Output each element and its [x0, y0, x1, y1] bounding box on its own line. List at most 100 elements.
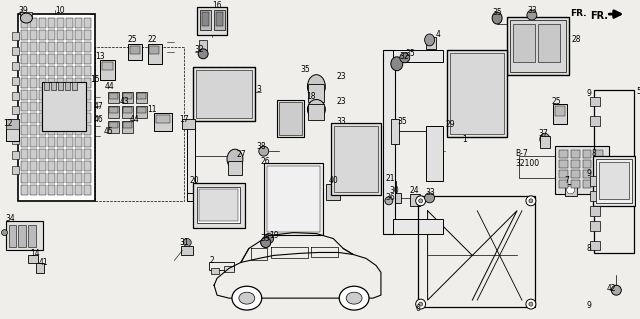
Bar: [591, 176, 600, 186]
Bar: [21, 30, 28, 40]
Text: 44: 44: [130, 115, 140, 124]
Bar: [193, 183, 245, 228]
Bar: [75, 78, 82, 88]
Text: 24: 24: [410, 186, 419, 195]
Bar: [418, 196, 535, 307]
Text: 18: 18: [307, 92, 316, 101]
Ellipse shape: [227, 149, 243, 169]
Bar: [48, 90, 55, 100]
Bar: [559, 180, 568, 188]
Bar: [58, 82, 63, 90]
Bar: [66, 149, 73, 159]
Bar: [12, 107, 19, 115]
Bar: [591, 241, 600, 250]
Bar: [447, 50, 507, 137]
Bar: [209, 263, 234, 270]
Bar: [122, 107, 132, 118]
Ellipse shape: [346, 292, 362, 304]
Text: 31: 31: [179, 238, 189, 247]
Text: 25: 25: [552, 97, 561, 106]
Bar: [264, 163, 323, 234]
Text: 29: 29: [445, 120, 455, 129]
Text: 30: 30: [390, 186, 399, 195]
Bar: [39, 30, 46, 40]
Bar: [84, 54, 91, 64]
Bar: [211, 268, 219, 274]
Bar: [75, 161, 82, 171]
Ellipse shape: [400, 53, 410, 63]
Bar: [48, 114, 55, 123]
Bar: [19, 14, 95, 201]
Text: 17: 17: [179, 115, 189, 124]
Bar: [108, 121, 119, 133]
Bar: [393, 50, 442, 62]
Bar: [84, 101, 91, 111]
Text: 35: 35: [492, 8, 502, 17]
Text: 20: 20: [189, 176, 199, 185]
Bar: [507, 17, 568, 75]
Bar: [75, 173, 82, 183]
Bar: [582, 170, 591, 178]
Bar: [513, 24, 535, 62]
Bar: [108, 107, 119, 118]
Bar: [540, 136, 550, 148]
Text: 15: 15: [90, 75, 100, 84]
Text: 5: 5: [636, 87, 640, 96]
Bar: [391, 119, 399, 144]
Bar: [538, 24, 560, 62]
Text: 9: 9: [586, 89, 591, 98]
Bar: [39, 101, 46, 111]
Ellipse shape: [339, 286, 369, 310]
Bar: [95, 47, 184, 201]
Bar: [66, 137, 73, 147]
Bar: [154, 114, 172, 131]
Ellipse shape: [307, 75, 325, 99]
Bar: [66, 90, 73, 100]
Bar: [30, 54, 37, 64]
Text: 35: 35: [406, 49, 415, 58]
Bar: [555, 146, 609, 194]
Ellipse shape: [424, 34, 435, 46]
Ellipse shape: [529, 199, 533, 203]
Bar: [66, 114, 73, 123]
Bar: [199, 189, 238, 221]
Bar: [136, 92, 147, 103]
Text: 27: 27: [237, 150, 246, 159]
Bar: [582, 160, 591, 168]
Bar: [39, 66, 46, 76]
Text: 23: 23: [336, 72, 346, 81]
Bar: [48, 42, 55, 52]
Bar: [84, 66, 91, 76]
Bar: [66, 173, 73, 183]
Bar: [30, 114, 37, 123]
Bar: [39, 114, 46, 123]
Bar: [6, 221, 44, 250]
Ellipse shape: [307, 100, 325, 119]
Bar: [157, 115, 170, 123]
Bar: [57, 114, 64, 123]
Bar: [595, 160, 604, 168]
Bar: [451, 53, 504, 134]
Bar: [30, 173, 37, 183]
Bar: [36, 263, 44, 273]
Text: 9: 9: [586, 300, 591, 310]
Bar: [182, 119, 195, 129]
Bar: [66, 161, 73, 171]
Bar: [48, 54, 55, 64]
Bar: [595, 150, 604, 158]
Bar: [30, 101, 37, 111]
Ellipse shape: [593, 178, 598, 184]
Bar: [84, 185, 91, 195]
Text: 16: 16: [212, 1, 221, 10]
Text: FR.: FR.: [571, 9, 587, 18]
Bar: [57, 42, 64, 52]
Bar: [48, 78, 55, 88]
Ellipse shape: [527, 10, 537, 20]
Bar: [426, 126, 444, 181]
Bar: [66, 78, 73, 88]
Text: 34: 34: [6, 214, 15, 223]
Bar: [571, 150, 580, 158]
Bar: [19, 225, 26, 247]
Text: 44: 44: [105, 82, 115, 91]
Text: 33: 33: [426, 189, 435, 197]
